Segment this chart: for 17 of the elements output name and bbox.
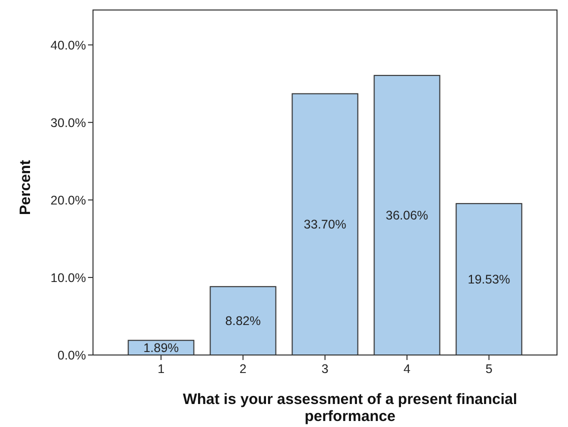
x-axis-title: What is your assessment of a present financial performance xyxy=(182,391,518,425)
data-label: 36.06% xyxy=(386,208,428,223)
y-tick-label: 40.0% xyxy=(50,38,86,52)
data-label: 19.53% xyxy=(468,272,510,287)
y-axis-title: Percent xyxy=(17,160,34,216)
x-tick-label: 3 xyxy=(322,362,329,376)
y-tick-label: 10.0% xyxy=(50,270,86,285)
data-label: 8.82% xyxy=(225,314,261,328)
y-tick-label: 30.0% xyxy=(50,116,86,130)
x-tick-label: 5 xyxy=(485,362,492,376)
y-tick-label: 20.0% xyxy=(50,193,86,208)
data-label: 33.70% xyxy=(304,218,346,232)
data-label: 1.89% xyxy=(143,341,179,356)
x-tick-label: 1 xyxy=(158,362,165,376)
x-tick-label: 2 xyxy=(240,362,247,376)
x-tick-label: 4 xyxy=(404,362,410,376)
y-tick-label: 0.0% xyxy=(58,348,86,362)
